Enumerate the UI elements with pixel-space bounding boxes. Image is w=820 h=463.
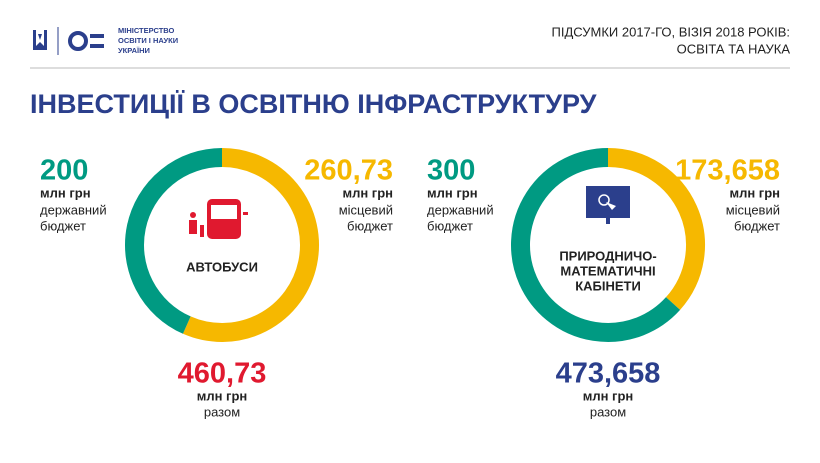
logo <box>68 31 104 51</box>
subtitle-line: ОСВІТА ТА НАУКА <box>677 41 791 56</box>
chart-label: МАТЕМАТИЧНІ <box>560 263 655 278</box>
value-label: 173,658 <box>675 155 780 187</box>
unit-label: млн грн <box>197 388 248 403</box>
legend-entry: бюджет <box>347 218 393 233</box>
legend-entry: бюджет <box>427 218 473 233</box>
screen-icon <box>586 186 630 224</box>
legend-entry: державний <box>40 202 107 217</box>
ministry-line: УКРАЇНИ <box>118 46 150 55</box>
chart-label: ПРИРОДНИЧО- <box>559 248 656 263</box>
ministry-line: ОСВІТИ І НАУКИ <box>118 36 178 45</box>
total-value: 473,658 <box>556 358 661 390</box>
donut-segment <box>182 148 319 342</box>
donut-segment <box>607 148 705 310</box>
donut-segment <box>511 148 681 342</box>
subtitle-line: ПІДСУМКИ 2017-ГО, ВІЗІЯ 2018 РОКІВ: <box>552 24 790 39</box>
value-label: 260,73 <box>304 155 393 187</box>
unit-label: млн грн <box>427 185 478 200</box>
legend-entry: місцевий <box>339 202 393 217</box>
donut-segment <box>125 148 223 334</box>
value-label: 200 <box>40 155 88 187</box>
unit-label: млн грн <box>583 388 634 403</box>
bus-icon <box>189 199 248 239</box>
chart-label: АВТОБУСИ <box>186 259 258 274</box>
legend-entry: бюджет <box>40 218 86 233</box>
total-label: разом <box>590 404 626 419</box>
total-label: разом <box>204 404 240 419</box>
ministry-line: МІНІСТЕРСТВО <box>118 26 175 35</box>
total-value: 460,73 <box>178 358 267 390</box>
unit-label: млн грн <box>342 185 393 200</box>
unit-label: млн грн <box>40 185 91 200</box>
legend-entry: державний <box>427 202 494 217</box>
unit-label: млн грн <box>729 185 780 200</box>
chart-label: КАБІНЕТИ <box>575 278 641 293</box>
trident <box>33 30 47 50</box>
legend-entry: бюджет <box>734 218 780 233</box>
legend-entry: місцевий <box>726 202 780 217</box>
slide-title: ІНВЕСТИЦІЇ В ОСВІТНЮ ІНФРАСТРУКТУРУ <box>30 89 598 119</box>
value-label: 300 <box>427 155 475 187</box>
